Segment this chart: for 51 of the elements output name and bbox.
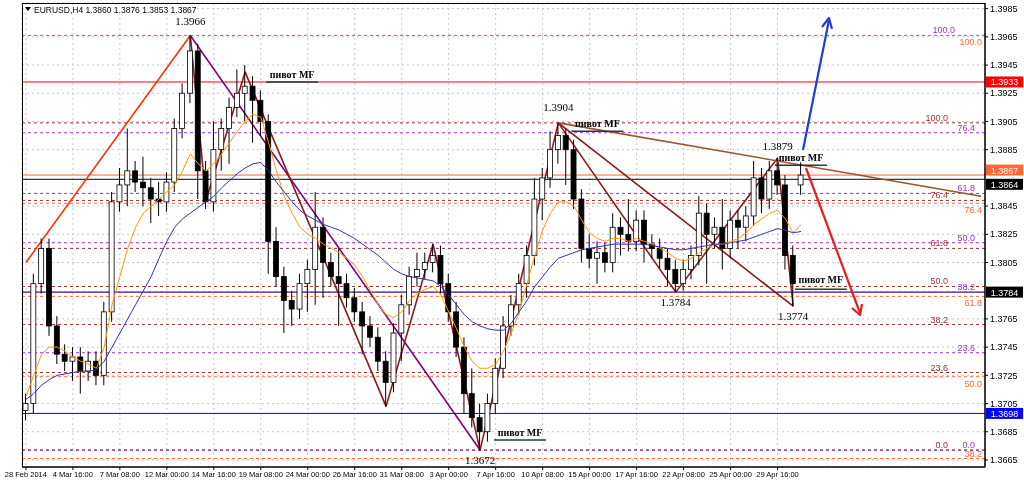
y-tick-label: 1.3705 [990,398,1018,409]
annotation: 38.2 [964,448,982,459]
y-tick-label: 1.3905 [990,116,1018,127]
annotation: 76.4 [930,190,948,201]
y-tick-label: 1.3665 [990,455,1018,466]
annotation: пивот MF [575,118,620,130]
annotation: пивот MF [269,68,315,80]
y-tick-label: 1.3805 [990,257,1018,268]
annotation: 1.3966 [175,15,206,28]
annotation: 1.3672 [464,454,496,467]
ref-line-label: 1.3933 [990,77,1019,88]
y-tick-label: 1.3925 [990,88,1018,99]
y-tick-label: 1.3765 [990,314,1018,325]
annotation: 100.0 [959,37,982,48]
annotation: 1.3784 [660,296,692,309]
annotation: 100.0 [925,112,948,123]
y-tick-label: 1.3885 [990,144,1018,155]
annotation: пивот MF [798,274,844,286]
annotation: 23.6 [930,362,948,373]
annotation: 38.2 [957,282,975,293]
annotation: 100.0 [932,25,955,36]
annotation: 61.8 [957,183,975,194]
annotation: пивот MF [497,427,543,438]
annotation: 1.3904 [543,100,574,113]
ref-line-label: 1.3864 [990,179,1019,190]
ref-line-label: 1.3867 [990,165,1019,176]
y-tick-label: 1.3825 [990,229,1018,240]
annotation: пивот MF [778,152,824,164]
annotation: 0.0 [935,440,948,451]
annotation: 76.4 [957,122,975,133]
annotation: 61.8 [930,238,948,249]
annotation: 38.2 [930,314,948,325]
chart-title: EURUSD,H4 1.3860 1.3876 1.3853 1.3867 [34,5,197,15]
y-tick-label: 1.3945 [990,60,1018,71]
annotation: 61.8 [964,298,982,309]
y-tick-label: 1.3725 [990,370,1018,381]
y-tick-label: 1.3985 [990,3,1018,14]
y-tick-label: 1.3745 [990,342,1018,353]
annotation: 1.3879 [762,140,794,153]
y-tick-label: 1.3965 [990,32,1018,43]
annotation: 0.0 [962,440,975,451]
annotation: 76.4 [964,205,982,216]
annotation: 50.0 [930,276,948,287]
annotation: 50.0 [964,378,982,389]
y-tick-label: 1.3845 [990,201,1018,212]
annotation: 23.6 [957,342,975,353]
y-tick-label: 1.3685 [990,426,1018,437]
annotation: 50.0 [957,232,975,243]
annotation: 1.3774 [778,310,809,323]
ref-line-label: 1.3698 [990,408,1019,419]
ref-line-label: 1.3784 [990,287,1019,298]
